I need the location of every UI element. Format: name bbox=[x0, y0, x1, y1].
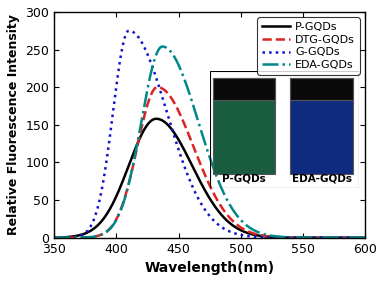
G-GQDs bbox=[300, 236, 305, 239]
EDA-GQDs bbox=[52, 236, 56, 239]
Line: EDA-GQDs: EDA-GQDs bbox=[54, 47, 365, 238]
G-GQDs bbox=[84, 231, 88, 234]
DTG-GQDs bbox=[300, 236, 305, 239]
Line: P-GQDs: P-GQDs bbox=[54, 119, 365, 238]
G-GQDs bbox=[363, 236, 367, 239]
P-GQDs bbox=[84, 232, 88, 235]
G-GQDs bbox=[127, 29, 131, 32]
G-GQDs bbox=[52, 236, 56, 239]
DTG-GQDs bbox=[189, 140, 194, 143]
EDA-GQDs bbox=[160, 45, 165, 48]
P-GQDs bbox=[363, 236, 367, 239]
G-GQDs bbox=[295, 236, 299, 239]
X-axis label: Wavelength(nm): Wavelength(nm) bbox=[145, 261, 275, 275]
G-GQDs bbox=[189, 183, 194, 186]
DTG-GQDs bbox=[295, 236, 299, 239]
EDA-GQDs bbox=[363, 236, 367, 239]
EDA-GQDs bbox=[84, 236, 88, 239]
DTG-GQDs bbox=[52, 236, 56, 239]
P-GQDs bbox=[300, 236, 305, 239]
EDA-GQDs bbox=[300, 236, 305, 239]
P-GQDs bbox=[266, 235, 270, 238]
EDA-GQDs bbox=[266, 233, 270, 237]
G-GQDs bbox=[266, 236, 270, 239]
EDA-GQDs bbox=[189, 98, 194, 102]
DTG-GQDs bbox=[363, 236, 367, 239]
DTG-GQDs bbox=[266, 235, 270, 238]
P-GQDs bbox=[295, 236, 299, 239]
Line: G-GQDs: G-GQDs bbox=[54, 31, 365, 238]
P-GQDs bbox=[154, 117, 159, 120]
DTG-GQDs bbox=[155, 85, 160, 89]
Y-axis label: Relative Fluorescence Intensity: Relative Fluorescence Intensity bbox=[7, 14, 20, 235]
DTG-GQDs bbox=[178, 113, 182, 116]
EDA-GQDs bbox=[295, 236, 299, 239]
G-GQDs bbox=[178, 153, 182, 157]
DTG-GQDs bbox=[84, 236, 88, 239]
EDA-GQDs bbox=[178, 67, 182, 70]
P-GQDs bbox=[52, 236, 56, 239]
P-GQDs bbox=[178, 141, 182, 144]
Line: DTG-GQDs: DTG-GQDs bbox=[54, 87, 365, 238]
Legend: P-GQDs, DTG-GQDs, G-GQDs, EDA-GQDs: P-GQDs, DTG-GQDs, G-GQDs, EDA-GQDs bbox=[257, 17, 359, 75]
P-GQDs bbox=[189, 162, 194, 166]
